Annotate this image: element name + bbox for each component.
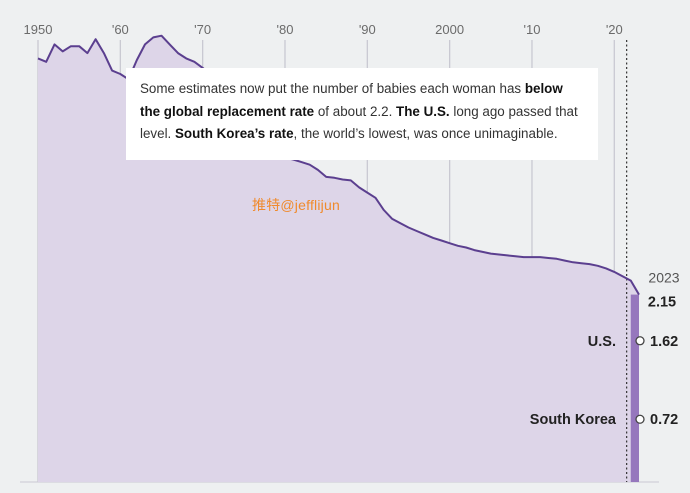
- watermark-text: 推特@jefflijun: [252, 197, 340, 213]
- tick-label-1980: '80: [277, 22, 294, 37]
- annotation-text-2: of about 2.2.: [314, 103, 397, 119]
- tick-label-1960: '60: [112, 22, 129, 37]
- annotation-text-3: long ago passed that level.: [140, 103, 578, 142]
- annotation-text-4: , the world’s lowest, was once unimagina…: [293, 126, 558, 141]
- tick-label-2010: '10: [523, 22, 540, 37]
- tick-label-1970: '70: [194, 22, 211, 37]
- world-fertility-line: [37, 34, 640, 296]
- highlight-2022-2023: [630, 294, 639, 482]
- u-s--value-label: 1.62: [650, 334, 678, 350]
- world-value-label: 2.15: [648, 295, 676, 311]
- world-year-label: 2023: [648, 270, 679, 286]
- u-s--marker: [635, 336, 645, 346]
- south-korea-marker: [635, 414, 645, 424]
- south-korea-name-label: South Korea: [530, 412, 617, 428]
- tick-label-1950: 1950: [24, 22, 53, 37]
- annotation-bold-3: South Korea’s rate: [174, 126, 294, 141]
- tick-label-2020: '20: [606, 22, 623, 37]
- tick-label-2000: 2000: [435, 22, 464, 37]
- annotation-text-1: Some estimates now put the number of bab…: [140, 81, 525, 96]
- annotation-bold-1: below the global replacement rate: [140, 81, 563, 119]
- x-axis-ticks: 1950 '60 '70 '80 '90 2000 '10 '20: [24, 22, 623, 37]
- u-s--name-label: U.S.: [588, 334, 616, 350]
- tick-label-1990: '90: [359, 22, 376, 37]
- end-labels: 2023 2.15 U.S. 1.62 South Korea 0.72: [530, 270, 680, 429]
- annotation-bold-2: The U.S.: [396, 103, 450, 119]
- annotation-box: Some estimates now put the number of bab…: [126, 68, 598, 160]
- south-korea-value-label: 0.72: [650, 412, 678, 428]
